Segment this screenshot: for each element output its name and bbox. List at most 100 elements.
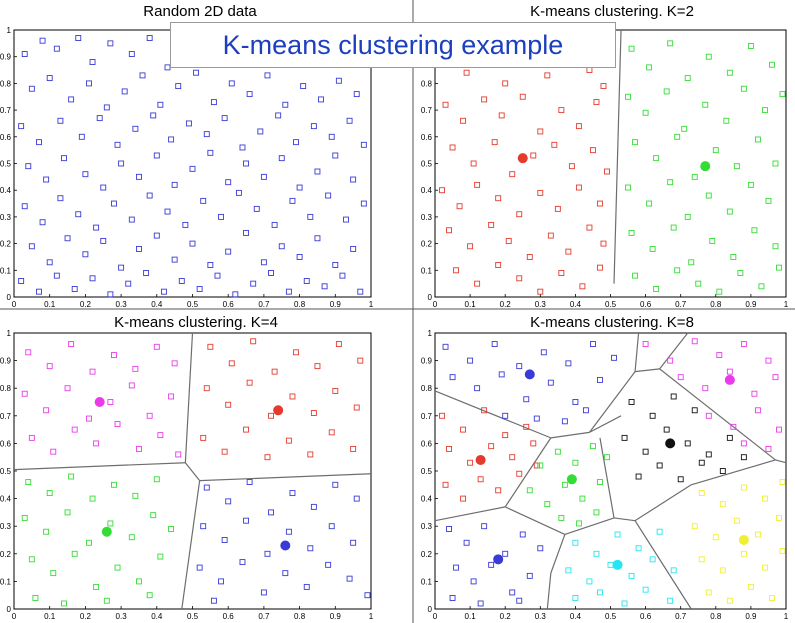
data-point-magenta <box>46 363 53 370</box>
y-tick-label: 0.5 <box>0 467 12 476</box>
data-point-blue <box>257 128 264 135</box>
data-point-blue <box>296 253 303 260</box>
data-point-blue <box>526 572 533 579</box>
data-point-yellow <box>691 523 698 530</box>
y-tick-label: 1 <box>7 329 12 338</box>
y-tick-label: 0.5 <box>0 160 12 169</box>
data-point-blue <box>68 96 75 103</box>
data-point-blue <box>218 213 225 220</box>
data-point-blue <box>71 286 78 292</box>
data-point-blue <box>314 235 321 242</box>
data-point-blue <box>75 211 82 218</box>
data-point-red <box>474 181 481 188</box>
data-point-green <box>86 539 92 546</box>
data-point-green <box>43 528 50 535</box>
data-point-green <box>667 179 674 186</box>
data-point-green <box>604 454 610 461</box>
data-point-blue <box>28 243 35 250</box>
x-tick-label: 0.8 <box>294 300 306 309</box>
data-point-blue <box>310 123 317 130</box>
data-point-blue <box>46 75 53 82</box>
data-point-red <box>442 481 449 488</box>
data-point-blue <box>488 561 495 568</box>
data-point-blue <box>303 583 310 590</box>
data-point-yellow <box>740 550 747 557</box>
data-point-blue <box>210 99 217 106</box>
data-point-red <box>498 112 505 119</box>
data-point-green <box>712 147 719 154</box>
plot-frame <box>13 29 372 298</box>
x-tick-label: 0.5 <box>187 300 199 309</box>
data-point-blue <box>118 264 125 271</box>
data-point-blue <box>210 597 217 604</box>
data-point-blue <box>353 495 360 502</box>
data-point-green <box>575 520 582 527</box>
data-point-green <box>150 512 157 519</box>
data-point-blue <box>502 550 509 557</box>
data-point-blue <box>75 35 82 41</box>
x-tick-label: 1 <box>784 612 789 621</box>
y-tick-label: 0.7 <box>0 412 12 421</box>
data-point-cyan <box>642 586 649 593</box>
data-point-magenta <box>776 426 782 433</box>
data-point-yellow <box>747 583 754 590</box>
data-point-green <box>663 88 670 95</box>
data-point-blue <box>243 160 250 167</box>
data-point-magenta <box>28 434 35 441</box>
data-point-red <box>509 171 516 178</box>
data-point-black <box>621 434 628 441</box>
data-point-green <box>50 570 57 577</box>
x-tick-label: 0.5 <box>605 612 617 621</box>
x-tick-label: 0.7 <box>675 612 687 621</box>
data-point-green <box>776 264 782 271</box>
data-point-red <box>491 139 498 146</box>
x-tick-label: 1 <box>369 612 374 621</box>
data-point-red <box>442 101 449 108</box>
cluster-boundary <box>504 506 566 536</box>
data-point-blue <box>225 248 232 255</box>
data-point-red <box>575 123 582 130</box>
data-point-blue <box>203 131 210 138</box>
data-point-green <box>684 213 691 220</box>
data-point-yellow <box>733 517 740 524</box>
data-point-green <box>68 473 75 480</box>
data-point-cyan <box>649 556 656 563</box>
data-point-blue <box>218 578 225 585</box>
data-point-cyan <box>614 531 621 538</box>
data-point-red <box>203 385 210 392</box>
centroid-green <box>101 526 112 537</box>
data-point-green <box>646 64 653 71</box>
x-tick-label: 0.2 <box>500 612 512 621</box>
y-tick-label: 0.3 <box>0 213 12 222</box>
data-point-blue <box>128 51 135 57</box>
data-point-blue <box>143 270 150 276</box>
data-point-blue <box>264 550 271 557</box>
data-point-blue <box>200 197 207 204</box>
x-tick-label: 0.8 <box>710 612 722 621</box>
data-point-red <box>460 495 467 502</box>
data-point-blue <box>343 216 349 223</box>
data-point-black <box>726 434 733 441</box>
data-point-blue <box>168 136 175 143</box>
y-tick-label: 0.5 <box>421 467 433 476</box>
y-tick-label: 0.6 <box>0 439 12 448</box>
data-point-green <box>544 501 551 508</box>
data-point-green <box>716 288 723 295</box>
centroid-red <box>517 153 528 164</box>
y-tick-label: 0.8 <box>0 79 12 88</box>
data-point-red <box>505 237 512 244</box>
data-point-magenta <box>705 412 712 419</box>
data-point-blue <box>328 523 335 530</box>
data-point-blue <box>18 123 25 130</box>
data-point-blue <box>350 245 357 252</box>
data-point-blue <box>332 152 339 159</box>
data-point-green <box>554 448 561 455</box>
banner-title: K-means clustering example <box>222 29 564 60</box>
data-point-blue <box>111 200 117 207</box>
data-point-green <box>705 192 712 199</box>
data-point-blue <box>293 139 299 146</box>
data-point-red <box>509 454 516 461</box>
cluster-boundary <box>504 437 552 508</box>
y-tick-label: 0.1 <box>421 266 433 275</box>
data-point-red <box>597 200 603 207</box>
